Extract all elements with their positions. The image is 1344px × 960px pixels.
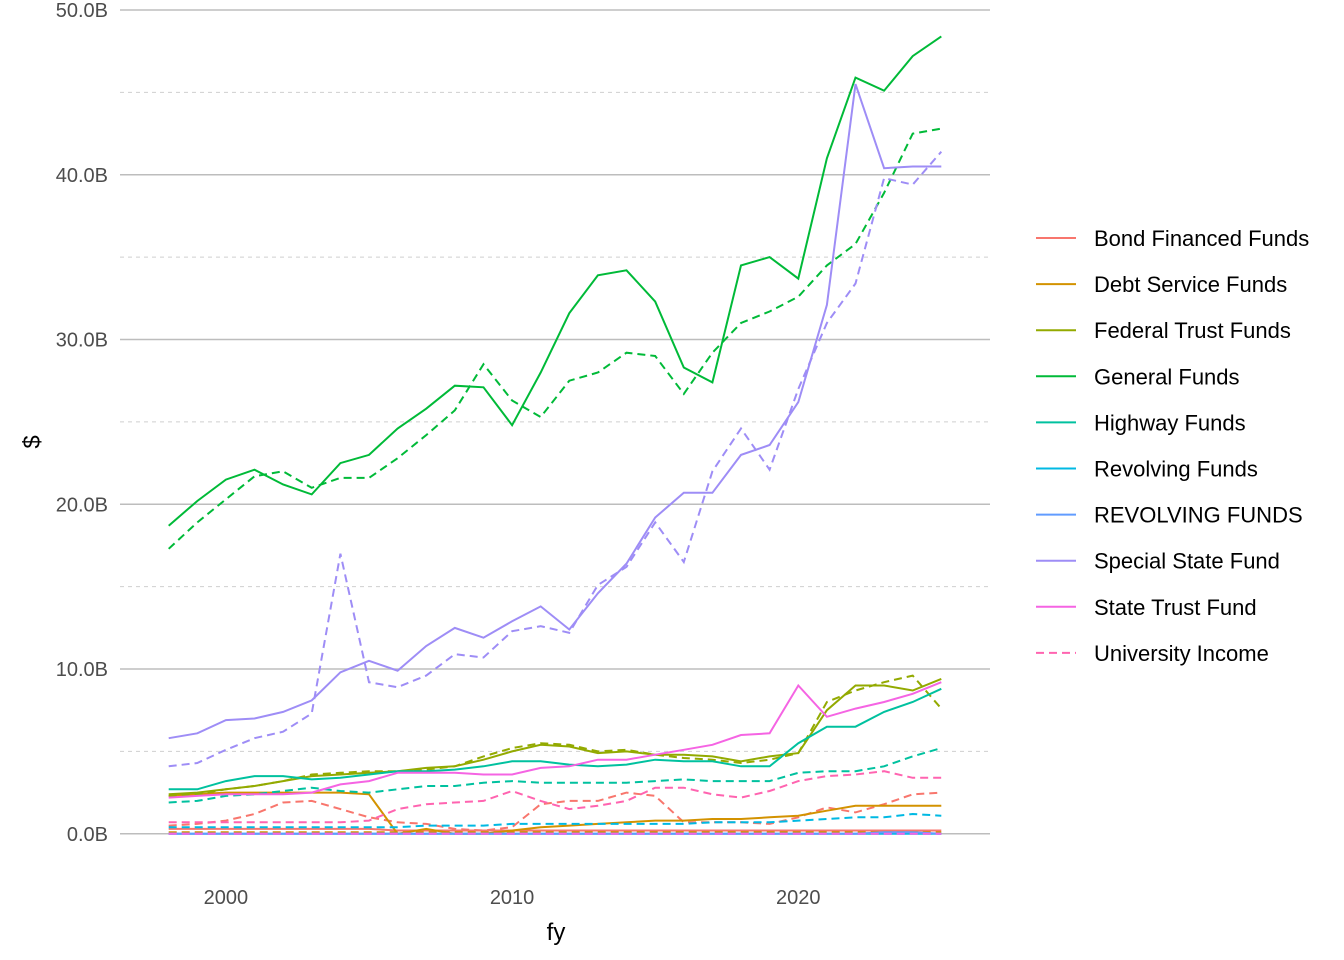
x-axis-title: fy: [547, 919, 566, 946]
legend-label-university-income: University Income: [1094, 641, 1269, 666]
series-line-debt-service-funds: [168, 791, 942, 835]
legend-label-general-funds: General Funds: [1094, 364, 1240, 389]
series-line-general-funds: [168, 35, 942, 527]
y-tick-label: 30.0B: [56, 330, 108, 352]
legend-label-debt-service-funds: Debt Service Funds: [1094, 272, 1287, 297]
legend-label-revolving-funds: REVOLVING FUNDS: [1094, 503, 1303, 528]
legend-label-bond-financed-funds: Bond Financed Funds: [1094, 226, 1309, 251]
legend-label-special-state-fund: Special State Fund: [1094, 549, 1280, 574]
series-line-general-funds-dashed: [168, 127, 942, 550]
x-tick-label: 2010: [490, 887, 535, 909]
y-tick-label: 50.0B: [56, 0, 108, 22]
y-tick-label: 0.0B: [67, 824, 108, 846]
y-tick-label: 10.0B: [56, 659, 108, 681]
y-axis-ticks: 0.0B 10.0B 20.0B 30.0B 40.0B 50.0B: [56, 0, 108, 846]
series-lines: [168, 35, 943, 835]
legend: Bond Financed Funds Debt Service Funds Fed…: [1036, 226, 1309, 666]
series-line-highway-funds: [168, 687, 942, 791]
legend-label-revolving-funds: Revolving Funds: [1094, 457, 1258, 482]
y-tick-label: 20.0B: [56, 494, 108, 516]
series-line-bond-financed-funds-dashed: [168, 791, 942, 832]
legend-label-highway-funds: Highway Funds: [1094, 410, 1246, 435]
series-line-special-state-fund-dashed: [168, 151, 943, 768]
legend-label-federal-trust-funds: Federal Trust Funds: [1094, 318, 1291, 343]
series-line-state-trust-fund: [168, 681, 942, 799]
x-axis-ticks: 2000 2010 2020: [204, 887, 821, 909]
x-tick-label: 2000: [204, 887, 249, 909]
minor-gridlines: [120, 91, 990, 752]
y-axis-title: $: [19, 435, 46, 448]
series-line-university-income-dashed: [168, 770, 942, 824]
legend-label-state-trust-fund: State Trust Fund: [1094, 595, 1257, 620]
series-line-bond-financed-funds: [168, 827, 942, 832]
x-tick-label: 2020: [776, 887, 821, 909]
series-line-federal-trust-funds-dashed: [168, 674, 943, 797]
series-line-revolving-funds-dashed: [168, 812, 942, 829]
y-tick-label: 40.0B: [56, 165, 108, 187]
series-line-special-state-fund: [168, 83, 942, 740]
